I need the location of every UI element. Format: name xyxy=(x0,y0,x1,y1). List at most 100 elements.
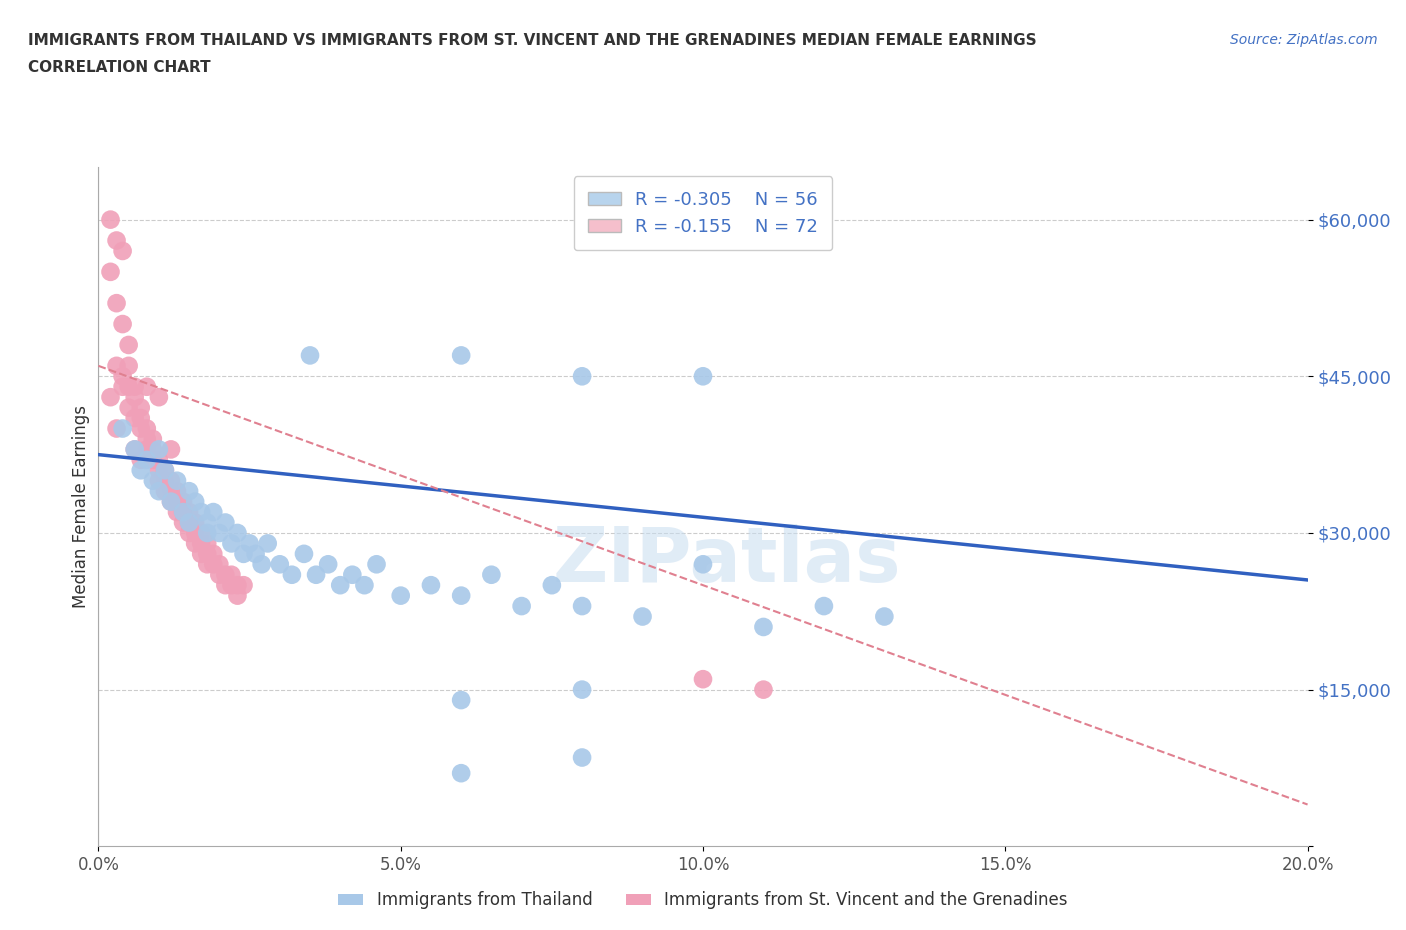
Point xyxy=(105,296,128,311)
Point xyxy=(100,264,122,279)
Point xyxy=(195,547,218,562)
Point xyxy=(105,421,128,436)
Point xyxy=(153,473,176,488)
Point xyxy=(166,473,188,488)
Point xyxy=(184,494,207,509)
Text: ZIPatlas: ZIPatlas xyxy=(553,525,901,598)
Point xyxy=(342,567,364,582)
Point xyxy=(148,473,170,488)
Point xyxy=(177,515,201,530)
Point xyxy=(190,547,212,562)
Point xyxy=(232,578,254,592)
Point xyxy=(160,473,183,488)
Point xyxy=(105,358,128,373)
Point xyxy=(221,536,243,551)
Point xyxy=(208,525,231,540)
Point xyxy=(214,515,236,530)
Point xyxy=(184,536,207,551)
Text: CORRELATION CHART: CORRELATION CHART xyxy=(28,60,211,75)
Point xyxy=(208,557,231,572)
Point xyxy=(510,599,533,614)
Point xyxy=(631,609,654,624)
Point xyxy=(305,567,328,582)
Point xyxy=(571,683,593,698)
Point xyxy=(450,765,472,780)
Point xyxy=(135,452,157,467)
Point xyxy=(450,693,472,708)
Point xyxy=(214,567,236,582)
Point xyxy=(177,484,201,498)
Point xyxy=(226,578,249,592)
Point xyxy=(148,390,170,405)
Point xyxy=(124,442,146,457)
Point xyxy=(692,557,714,572)
Point xyxy=(256,536,278,551)
Point xyxy=(153,463,176,478)
Point xyxy=(481,567,503,582)
Point xyxy=(177,515,201,530)
Point xyxy=(813,599,835,614)
Point xyxy=(166,494,188,509)
Point xyxy=(190,536,212,551)
Point xyxy=(172,515,194,530)
Point xyxy=(292,547,315,562)
Point xyxy=(329,578,352,592)
Point xyxy=(239,536,262,551)
Point xyxy=(111,421,134,436)
Point xyxy=(250,557,273,572)
Point xyxy=(177,505,201,520)
Point xyxy=(148,452,170,467)
Point xyxy=(450,348,472,363)
Point xyxy=(129,452,152,467)
Point xyxy=(148,484,170,498)
Point xyxy=(142,432,165,446)
Point xyxy=(118,338,141,352)
Point xyxy=(202,547,225,562)
Point xyxy=(752,619,775,634)
Point xyxy=(190,505,212,520)
Point xyxy=(184,515,207,530)
Point xyxy=(118,400,141,415)
Point xyxy=(873,609,896,624)
Point xyxy=(160,442,183,457)
Point xyxy=(389,588,412,603)
Point xyxy=(226,525,249,540)
Point xyxy=(299,348,322,363)
Point xyxy=(135,379,157,394)
Point xyxy=(118,358,141,373)
Point xyxy=(142,473,165,488)
Point xyxy=(153,463,176,478)
Point xyxy=(571,751,593,765)
Point xyxy=(208,567,231,582)
Point xyxy=(160,494,183,509)
Text: Source: ZipAtlas.com: Source: ZipAtlas.com xyxy=(1230,33,1378,46)
Point xyxy=(177,525,201,540)
Point xyxy=(221,567,243,582)
Point xyxy=(111,369,134,384)
Point xyxy=(153,484,176,498)
Point xyxy=(135,442,157,457)
Point xyxy=(202,557,225,572)
Point xyxy=(160,494,183,509)
Point xyxy=(129,463,152,478)
Point xyxy=(540,578,562,592)
Point xyxy=(195,525,218,540)
Legend: Immigrants from Thailand, Immigrants from St. Vincent and the Grenadines: Immigrants from Thailand, Immigrants fro… xyxy=(332,884,1074,916)
Point xyxy=(172,505,194,520)
Point xyxy=(232,547,254,562)
Point xyxy=(100,212,122,227)
Point xyxy=(190,525,212,540)
Point xyxy=(135,432,157,446)
Point xyxy=(124,379,146,394)
Point xyxy=(692,369,714,384)
Point xyxy=(100,390,122,405)
Point xyxy=(129,411,152,426)
Point xyxy=(160,484,183,498)
Point xyxy=(118,379,141,394)
Point xyxy=(195,515,218,530)
Point xyxy=(111,379,134,394)
Point xyxy=(166,484,188,498)
Text: IMMIGRANTS FROM THAILAND VS IMMIGRANTS FROM ST. VINCENT AND THE GRENADINES MEDIA: IMMIGRANTS FROM THAILAND VS IMMIGRANTS F… xyxy=(28,33,1036,47)
Point xyxy=(752,683,775,698)
Point xyxy=(129,421,152,436)
